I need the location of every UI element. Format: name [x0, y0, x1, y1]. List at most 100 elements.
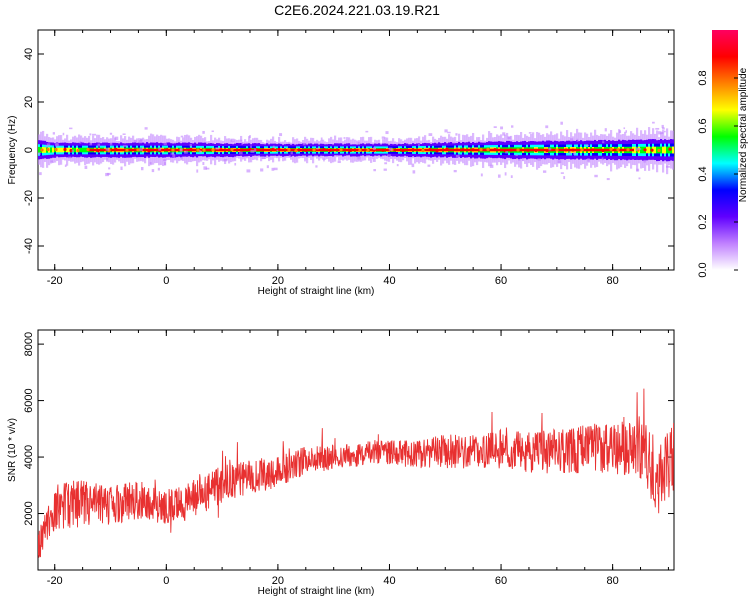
spectrogram-peak	[240, 148, 244, 152]
spectrogram-speck	[412, 170, 416, 174]
spec-ytick-label: -40	[23, 238, 35, 254]
spectrogram-speck	[427, 164, 431, 167]
spectrogram-speck	[196, 169, 199, 173]
spectrogram-speck	[563, 176, 566, 180]
colorbar: 0.0 0.2 0.4 0.6 0.8 Normalized spectral ampli…	[697, 30, 749, 278]
spectrogram-speck	[576, 138, 579, 142]
spectrogram-peak	[96, 149, 100, 153]
spectrogram-peak	[40, 148, 44, 152]
colorbar-tick-label: 0.4	[697, 166, 709, 181]
spectrogram-speck	[511, 125, 514, 128]
spectrogram-speck	[652, 121, 655, 124]
spectrogram-speck	[250, 145, 252, 148]
spectrogram-speck	[337, 160, 341, 164]
spectrogram-speck	[79, 140, 82, 144]
spectrogram-speck	[271, 167, 275, 171]
spectrogram-speck	[560, 121, 563, 125]
spectrogram-speck	[215, 147, 220, 150]
spectrogram-speck	[568, 151, 572, 155]
spectrogram-peak	[609, 147, 613, 151]
spectrogram-speck	[545, 125, 549, 129]
spectrogram-peak	[86, 147, 90, 152]
spectrogram-speck	[230, 138, 235, 143]
spectrogram-speck	[625, 130, 628, 133]
spectrogram-heatmap	[38, 121, 674, 181]
spectrogram-peak	[650, 148, 654, 152]
spectrogram-speck	[594, 174, 598, 178]
spectrogram-speck	[411, 163, 415, 168]
spectrogram-speck	[89, 133, 92, 136]
spectrogram-peak	[271, 147, 275, 151]
spectrogram-peak	[196, 148, 200, 152]
spectrogram-speck	[64, 164, 67, 167]
spectrogram-speck	[502, 132, 506, 136]
spectrogram-speck	[455, 154, 460, 158]
spectrogram-inner-band	[656, 146, 659, 154]
spectrogram-speck	[493, 126, 497, 129]
spectrogram-peak	[571, 148, 575, 152]
spectrogram-speck	[664, 130, 666, 133]
spectrogram-peak	[471, 148, 475, 152]
spectrogram-speck	[381, 136, 385, 139]
snr-line-group	[38, 388, 674, 558]
spectrogram-speck	[52, 132, 55, 135]
snr-ytick-label: 6000	[23, 388, 35, 412]
spectrogram-inner-band	[634, 146, 637, 154]
spectrogram-speck	[105, 172, 109, 177]
spectrogram-speck	[323, 158, 325, 162]
spectrogram-speck	[643, 159, 646, 163]
spectrogram-peak	[516, 148, 520, 152]
spectrogram-speck	[383, 168, 387, 171]
spectrogram-speck	[122, 133, 126, 135]
spectrogram-speck	[184, 150, 188, 154]
spectrogram-speck	[261, 157, 266, 160]
spectrogram-speck	[92, 133, 97, 136]
spectrogram-peak	[202, 148, 206, 152]
spectrogram-speck	[157, 167, 160, 171]
spectrogram-speck	[510, 175, 513, 179]
spectrogram-speck	[123, 144, 127, 148]
spectrogram-speck	[489, 164, 494, 168]
spectrogram-speck	[537, 158, 541, 161]
spectrogram-peak	[455, 148, 459, 152]
spectrogram-speck	[84, 165, 88, 169]
spectrogram-peak	[534, 148, 538, 153]
spectrogram-speck	[636, 168, 640, 172]
spectrogram-inner-band	[664, 146, 667, 154]
spectrogram-speck	[55, 143, 59, 147]
spectrogram-speck	[106, 157, 109, 161]
spectrogram-speck	[602, 141, 605, 144]
spectrogram-speck	[557, 160, 562, 164]
spectrogram-speck	[357, 156, 361, 160]
spectrogram-speck	[266, 165, 269, 169]
spectrogram-peak	[626, 148, 630, 152]
spectrogram-peak	[76, 148, 80, 153]
spectrogram-inner-band	[44, 147, 47, 153]
spectrogram-speck	[249, 135, 251, 139]
spectrogram-speck	[453, 169, 457, 173]
spectrogram-inner-band	[660, 146, 663, 154]
spectrogram-speck	[140, 167, 144, 171]
spectrogram-peak	[294, 149, 298, 153]
spectrogram-speck	[548, 147, 552, 151]
spectrogram-speck	[89, 143, 93, 146]
spectrogram-speck	[202, 161, 205, 166]
spec-xtick-label: 0	[163, 275, 169, 287]
spec-ylabel: Frequency (Hz)	[7, 116, 18, 185]
spectrogram-peak	[381, 148, 385, 152]
spectrogram-inner-band	[84, 147, 87, 153]
spec-xtick-label: 40	[383, 275, 395, 287]
spectrogram-speck	[120, 166, 123, 171]
spectrogram-speck	[239, 151, 243, 155]
spectrogram-inner-band	[66, 147, 69, 153]
spectrogram-speck	[480, 173, 483, 177]
spectrogram-speck	[205, 167, 210, 170]
spectrogram-peak	[509, 148, 513, 152]
spectrogram-peak	[261, 148, 265, 152]
spectrogram-peak	[339, 148, 343, 152]
spectrogram-speck	[254, 148, 257, 152]
spectrogram-speck	[573, 152, 576, 155]
spectrogram-speck	[585, 144, 590, 147]
spectrogram-speck	[272, 145, 275, 149]
spectrogram-speck	[138, 140, 143, 144]
